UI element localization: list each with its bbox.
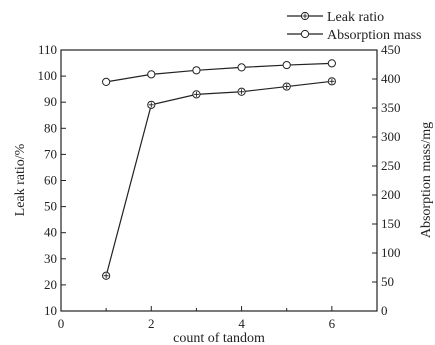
y-tick-label-left: 90 <box>44 94 57 109</box>
series-1-point <box>282 60 291 70</box>
series-1-point-circle <box>147 70 156 79</box>
x-tick-label: 4 <box>238 316 245 331</box>
y-tick-label-left: 10 <box>44 303 57 318</box>
y-tick-label-left: 60 <box>44 173 57 188</box>
axes <box>60 49 378 312</box>
series-0-point <box>327 77 336 86</box>
series-1-point <box>147 70 156 79</box>
y-tick-label-right: 50 <box>381 274 394 289</box>
y-tick-label-right: 300 <box>381 129 401 144</box>
series-0-point <box>237 87 246 96</box>
legend-label-absorption-mass: Absorption mass <box>327 28 422 43</box>
series-1-point-circle <box>282 60 291 70</box>
y-tick-label-left: 70 <box>44 146 57 161</box>
x-axis-label: count of tandom <box>173 331 265 345</box>
y-tick-label-right: 350 <box>381 100 401 115</box>
ticks: 1020304050607080901001100501001502002503… <box>38 42 401 331</box>
series-1-point-circle <box>102 77 111 87</box>
series-0-point <box>147 100 156 109</box>
y-tick-label-left: 20 <box>44 277 57 292</box>
series <box>102 59 336 280</box>
y-tick-label-right: 400 <box>381 71 401 86</box>
legend-item-leak-ratio: Leak ratio <box>287 10 384 25</box>
y-tick-label-left: 40 <box>44 225 57 240</box>
legend-marker-absorption-mass <box>300 29 310 39</box>
series-1-point <box>237 63 246 72</box>
series-1-point-circle <box>192 66 201 75</box>
series-1-point-circle <box>237 63 246 72</box>
x-tick-label: 6 <box>329 316 336 331</box>
x-tick-label: 0 <box>58 316 65 331</box>
series-1-line <box>106 62 332 83</box>
y-tick-label-right: 450 <box>381 42 401 57</box>
legend-marker-1-symbol <box>300 29 310 39</box>
y-tick-label-right: 100 <box>381 245 401 260</box>
y-tick-label-left: 110 <box>38 42 57 57</box>
y-tick-label-left: 80 <box>44 120 57 135</box>
y-tick-label-right: 0 <box>381 303 388 318</box>
plot-frame <box>60 49 378 312</box>
legend-marker-0-symbol <box>300 11 310 21</box>
legend: Leak ratio Absorption mass <box>287 10 422 43</box>
y-tick-label-right: 150 <box>381 216 401 231</box>
legend-marker-1-symbol-circle <box>300 29 310 39</box>
y-tick-label-left: 50 <box>44 199 57 214</box>
series-1-point <box>327 59 336 68</box>
y-axis-label-right: Absorption mass/mg <box>419 122 434 238</box>
series-1-point-circle <box>327 59 336 68</box>
y-tick-label-right: 200 <box>381 187 401 202</box>
series-0-point <box>192 90 201 99</box>
y-axis-label-left: Leak ratio/% <box>13 143 28 216</box>
legend-item-absorption-mass: Absorption mass <box>287 28 422 43</box>
y-tick-label-left: 30 <box>44 251 57 266</box>
y-tick-label-right: 250 <box>381 158 401 173</box>
y-tick-label-left: 100 <box>38 68 58 83</box>
series-0-point <box>102 271 111 280</box>
x-tick-label: 2 <box>148 316 155 331</box>
series-0-line <box>105 80 332 276</box>
series-0-point <box>282 82 291 91</box>
series-1-point <box>102 77 111 87</box>
legend-marker-leak-ratio <box>300 11 310 21</box>
legend-label-leak-ratio: Leak ratio <box>327 10 384 25</box>
series-1-point <box>192 66 201 75</box>
